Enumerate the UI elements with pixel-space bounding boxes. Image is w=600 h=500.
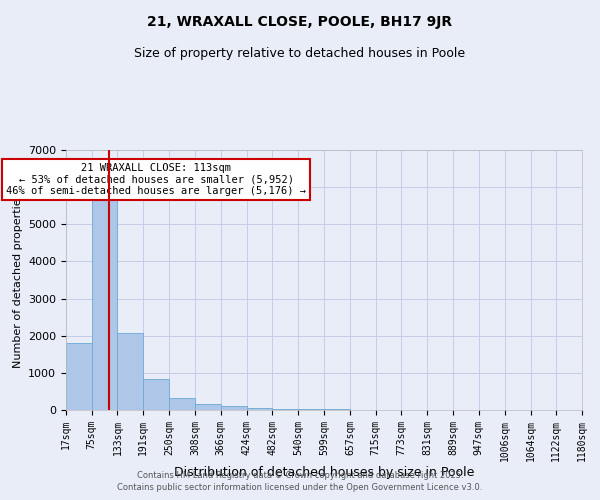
Bar (92, 192, 118, 410)
Text: Size of property relative to detached houses in Poole: Size of property relative to detached ho… (134, 48, 466, 60)
Text: 21 WRAXALL CLOSE: 113sqm
← 53% of detached houses are smaller (5,952)
46% of sem: 21 WRAXALL CLOSE: 113sqm ← 53% of detach… (6, 163, 306, 196)
Bar (118, 332, 143, 410)
Text: Contains HM Land Registry data © Crown copyright and database right 2025.: Contains HM Land Registry data © Crown c… (137, 471, 463, 480)
Bar (272, 408, 298, 410)
Text: Contains public sector information licensed under the Open Government Licence v3: Contains public sector information licen… (118, 484, 482, 492)
Bar (143, 379, 169, 410)
Bar (221, 406, 247, 410)
Bar (298, 409, 324, 410)
Bar (247, 408, 272, 410)
X-axis label: Distribution of detached houses by size in Poole: Distribution of detached houses by size … (174, 466, 474, 479)
Bar (66, 343, 92, 410)
Text: 21, WRAXALL CLOSE, POOLE, BH17 9JR: 21, WRAXALL CLOSE, POOLE, BH17 9JR (148, 15, 452, 29)
Y-axis label: Number of detached properties: Number of detached properties (13, 192, 23, 368)
Bar (169, 398, 195, 410)
Bar (195, 404, 221, 410)
